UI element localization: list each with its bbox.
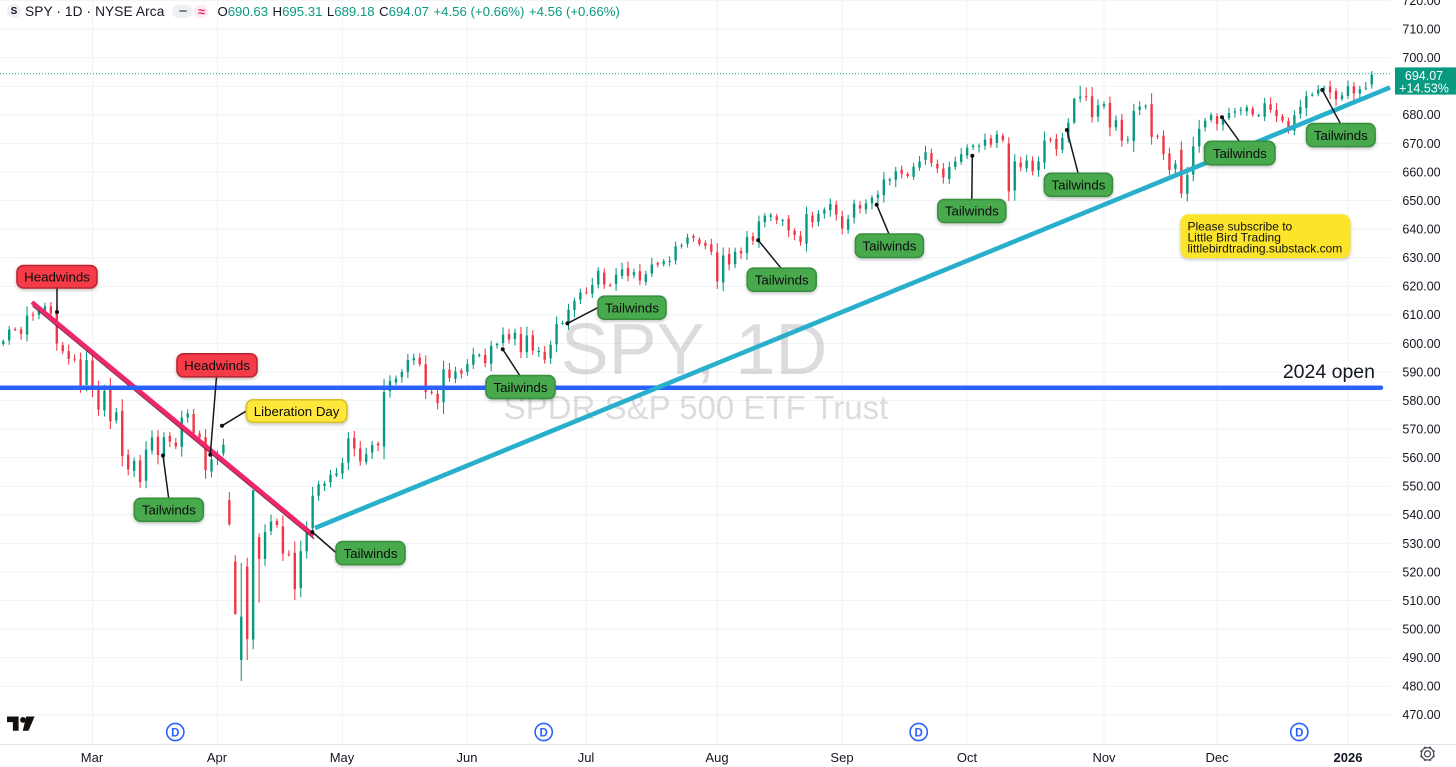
svg-text:May: May: [330, 750, 355, 765]
svg-text:570.00: 570.00: [1402, 423, 1440, 437]
svg-text:650.00: 650.00: [1402, 194, 1440, 208]
svg-text:510.00: 510.00: [1402, 594, 1440, 608]
svg-text:D: D: [1295, 727, 1303, 739]
svg-text:Tailwinds: Tailwinds: [1314, 128, 1368, 143]
svg-text:Mar: Mar: [81, 750, 104, 765]
svg-text:D: D: [540, 727, 548, 739]
svg-text:590.00: 590.00: [1402, 365, 1440, 379]
svg-text:2024 open: 2024 open: [1283, 361, 1375, 383]
svg-text:630.00: 630.00: [1402, 251, 1440, 265]
svg-text:540.00: 540.00: [1402, 508, 1440, 522]
svg-text:Nov: Nov: [1092, 750, 1116, 765]
svg-text:Jun: Jun: [457, 750, 478, 765]
svg-text:610.00: 610.00: [1402, 308, 1440, 322]
svg-text:Tailwinds: Tailwinds: [605, 300, 659, 315]
svg-text:480.00: 480.00: [1402, 680, 1440, 694]
svg-text:Apr: Apr: [207, 750, 228, 765]
svg-text:Tailwinds: Tailwinds: [344, 546, 398, 561]
svg-text:Dec: Dec: [1205, 750, 1229, 765]
svg-text:Tailwinds: Tailwinds: [494, 380, 548, 395]
svg-text:600.00: 600.00: [1402, 337, 1440, 351]
svg-text:Aug: Aug: [705, 750, 728, 765]
svg-text:Little Bird Trading: Little Bird Trading: [1188, 230, 1281, 244]
svg-text:SPDR S&P 500 ETF Trust: SPDR S&P 500 ETF Trust: [504, 389, 889, 426]
svg-text:720.00: 720.00: [1402, 0, 1440, 8]
svg-text:500.00: 500.00: [1402, 623, 1440, 637]
svg-text:694.07: 694.07: [1405, 69, 1443, 83]
svg-text:SPY, 1D: SPY, 1D: [561, 310, 828, 390]
svg-text:470.00: 470.00: [1402, 708, 1440, 722]
svg-text:+14.53%: +14.53%: [1399, 82, 1449, 96]
svg-text:560.00: 560.00: [1402, 451, 1440, 465]
svg-text:Oct: Oct: [957, 750, 978, 765]
svg-text:490.00: 490.00: [1402, 651, 1440, 665]
svg-text:Sep: Sep: [830, 750, 853, 765]
svg-text:700.00: 700.00: [1402, 51, 1440, 65]
svg-text:Tailwinds: Tailwinds: [945, 204, 999, 219]
svg-text:Please subscribe to: Please subscribe to: [1188, 219, 1293, 233]
svg-text:littlebirdtrading.substack.com: littlebirdtrading.substack.com: [1188, 241, 1343, 255]
svg-text:620.00: 620.00: [1402, 280, 1440, 294]
svg-text:550.00: 550.00: [1402, 480, 1440, 494]
svg-text:680.00: 680.00: [1402, 108, 1440, 122]
svg-text:660.00: 660.00: [1402, 165, 1440, 179]
svg-text:Tailwinds: Tailwinds: [755, 272, 809, 287]
svg-text:Headwinds: Headwinds: [24, 269, 90, 284]
svg-text:Jul: Jul: [578, 750, 595, 765]
svg-text:580.00: 580.00: [1402, 394, 1440, 408]
svg-text:520.00: 520.00: [1402, 565, 1440, 579]
svg-text:Tailwinds: Tailwinds: [862, 238, 916, 253]
svg-text:Tailwinds: Tailwinds: [1051, 178, 1105, 193]
svg-text:Headwinds: Headwinds: [184, 358, 250, 373]
svg-text:530.00: 530.00: [1402, 537, 1440, 551]
svg-text:D: D: [171, 727, 179, 739]
svg-text:Tailwinds: Tailwinds: [1213, 146, 1267, 161]
svg-text:640.00: 640.00: [1402, 223, 1440, 237]
svg-text:670.00: 670.00: [1402, 137, 1440, 151]
svg-text:Liberation Day: Liberation Day: [254, 404, 340, 419]
svg-text:710.00: 710.00: [1402, 23, 1440, 37]
svg-text:2026: 2026: [1334, 750, 1363, 765]
svg-text:D: D: [915, 727, 923, 739]
svg-text:Tailwinds: Tailwinds: [142, 503, 196, 518]
